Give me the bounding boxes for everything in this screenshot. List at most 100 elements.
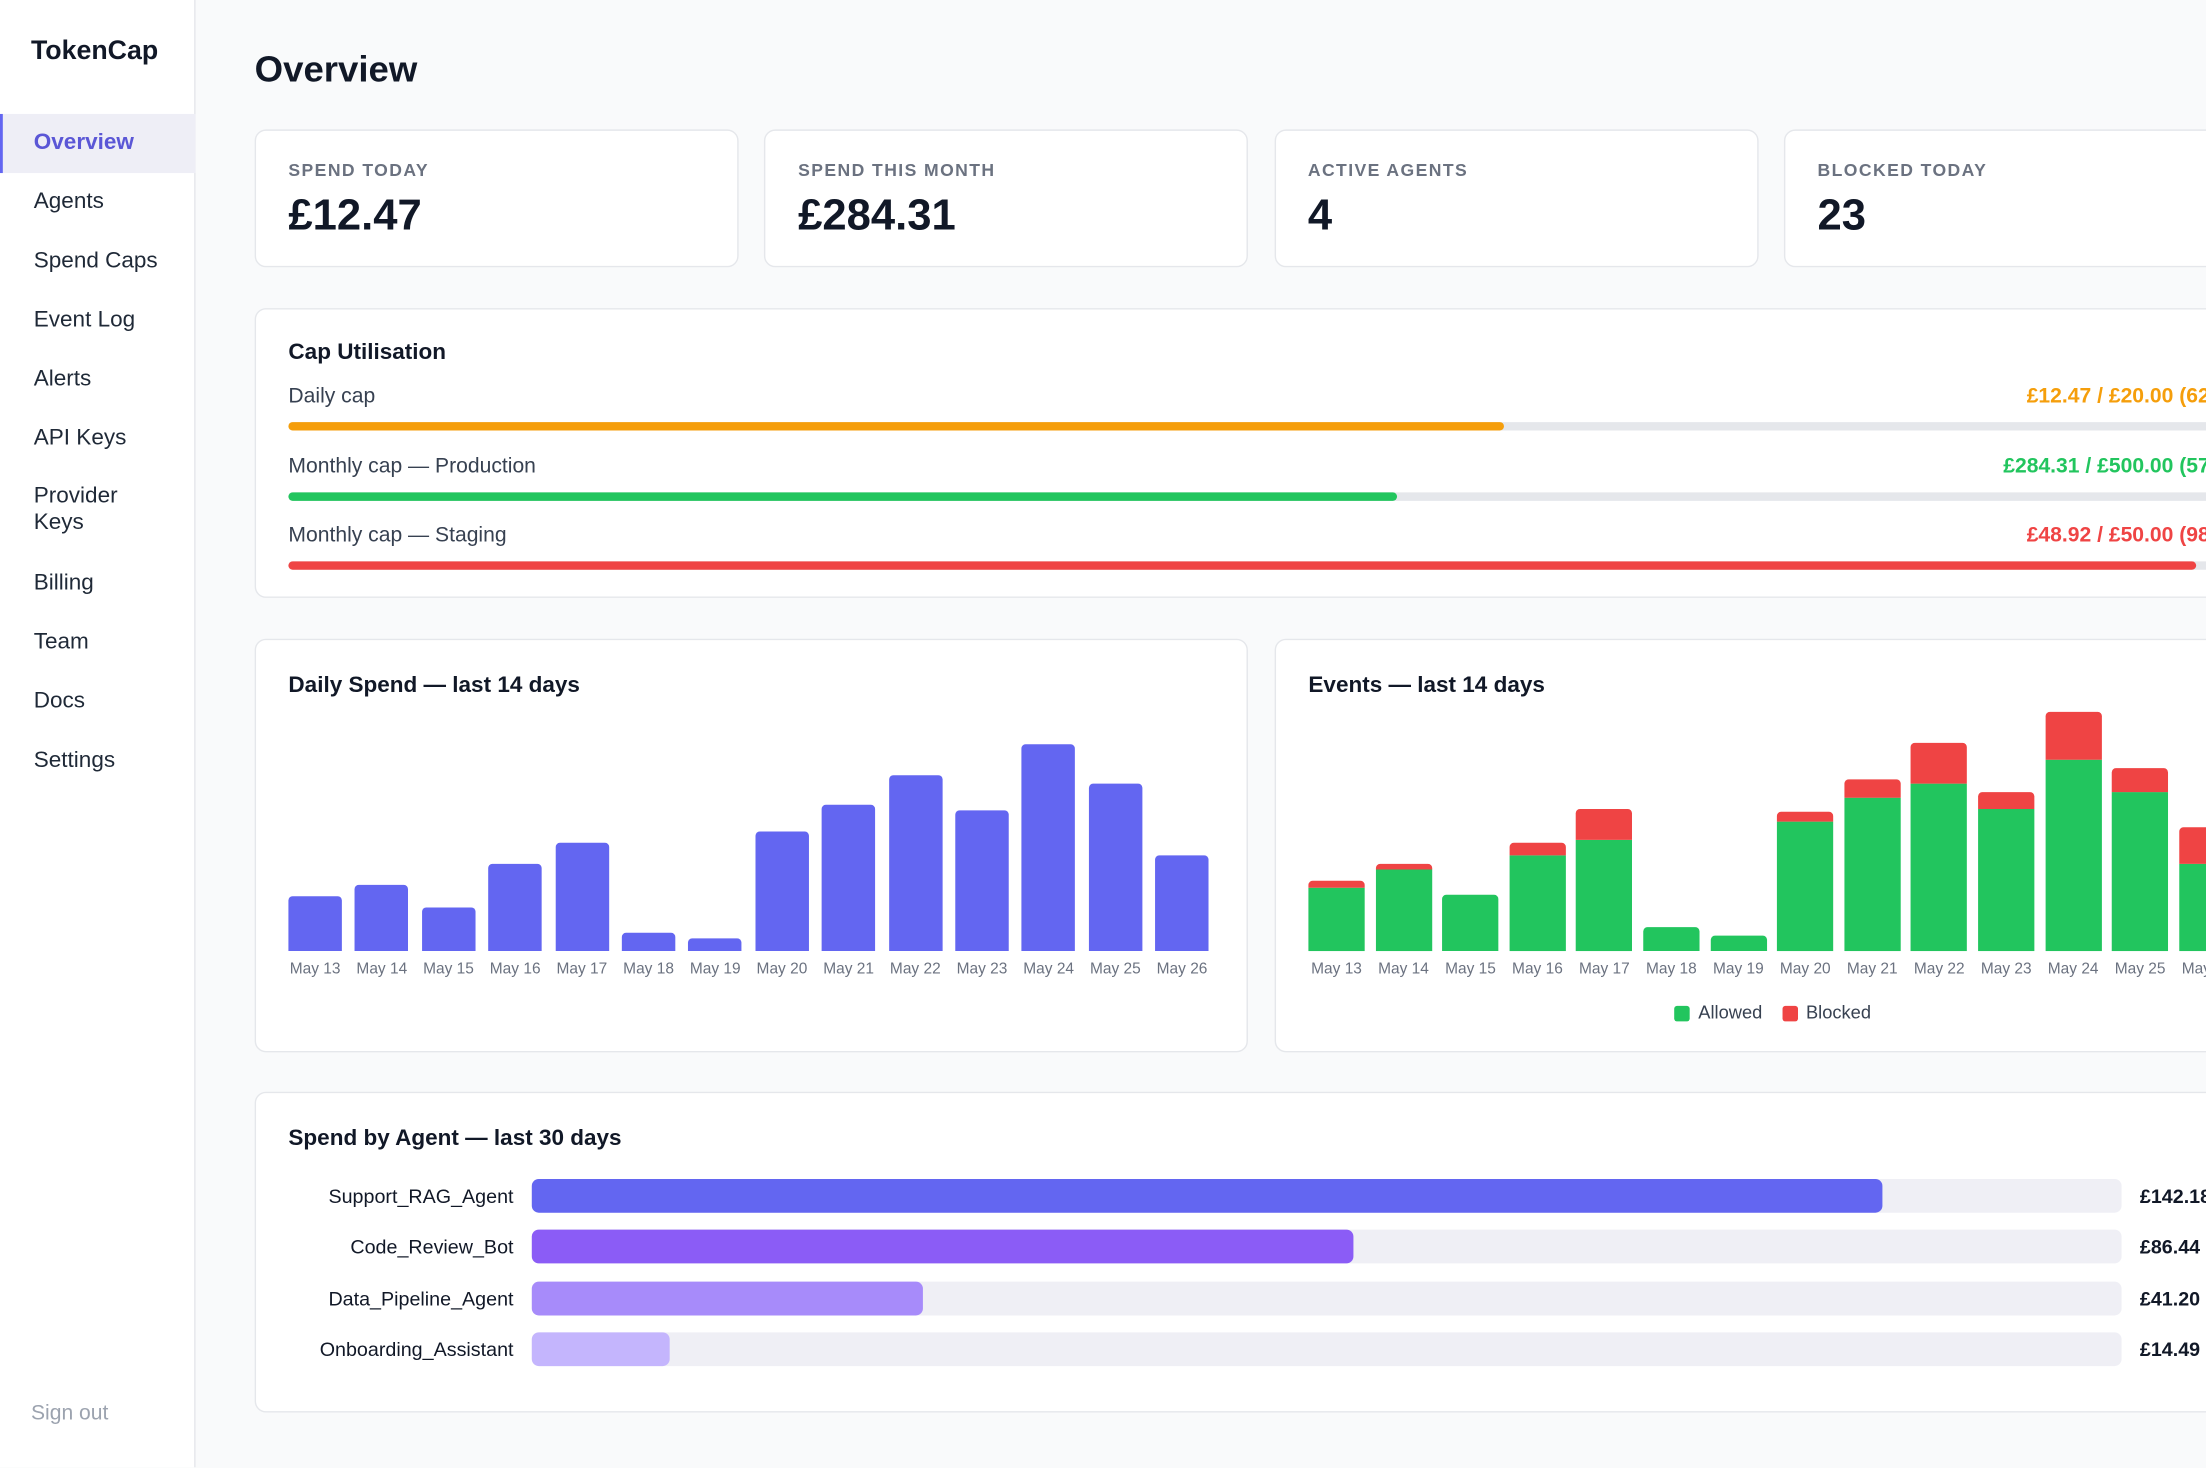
nav-item[interactable]: API Keys — [33, 426, 127, 451]
x-tick-label: May 24 — [1023, 961, 1075, 979]
stat-label: ACTIVE AGENTS — [1307, 159, 1469, 180]
agent-bar — [531, 1281, 924, 1316]
agent-bar — [531, 1332, 670, 1367]
x-tick-label: May 15 — [1445, 961, 1496, 979]
agent-value: £14.49 — [2139, 1337, 2201, 1360]
nav-item[interactable]: Overview — [33, 131, 134, 156]
stat-card: SPEND TODAY £12.47 — [254, 129, 739, 268]
bar-segment — [2045, 711, 2102, 760]
x-tick-label: May 23 — [1980, 961, 2032, 979]
bar — [421, 907, 476, 952]
cap-track — [288, 422, 2206, 431]
sidebar: TokenCap Overview Agents Spend Caps Event Lo… — [0, 0, 196, 1468]
x-tick-label: May 21 — [1846, 961, 1898, 979]
stat-value: £12.47 — [288, 190, 422, 240]
x-tick-label: May 22 — [1913, 961, 1965, 979]
cap-card: Cap Utilisation Daily cap £12.47 / £20.00 … — [254, 308, 2206, 598]
bar — [288, 896, 342, 952]
legend: Allowed Blocked — [1276, 1000, 2206, 1025]
bar-segment — [1777, 821, 1834, 952]
card-title: Spend by Agent — last 30 days — [288, 1127, 622, 1152]
agent-label: Data_Pipeline_Agent — [328, 1286, 514, 1310]
x-tick-label: May 25 — [2114, 961, 2166, 979]
agent-value: £86.44 — [2139, 1234, 2201, 1258]
bar-segment — [2045, 759, 2102, 952]
cap-label: Daily cap — [288, 384, 376, 408]
x-tick-label: May 14 — [356, 961, 408, 979]
nav-item[interactable]: Team — [33, 630, 89, 655]
nav-item[interactable]: Docs — [33, 689, 86, 714]
nav-item[interactable]: Alerts — [33, 367, 92, 392]
bar — [955, 810, 1009, 952]
legend-swatch — [1782, 1005, 1798, 1021]
legend-item: Blocked — [1782, 1002, 1871, 1024]
bar-segment — [1375, 869, 1432, 952]
brand: TokenCap — [30, 36, 159, 66]
legend-item: Allowed — [1674, 1002, 1762, 1024]
x-tick-label: May 15 — [423, 961, 474, 979]
agent-label: Onboarding_Assistant — [319, 1337, 514, 1360]
agent-bar — [531, 1229, 1353, 1264]
bar — [1021, 744, 1076, 952]
cap-fill — [288, 492, 1398, 501]
bar-segment — [2178, 863, 2206, 952]
legend-swatch — [1674, 1005, 1690, 1021]
sign-out[interactable]: Sign out — [30, 1401, 109, 1426]
bar-segment — [1844, 778, 1901, 798]
stat-value: £284.31 — [798, 190, 956, 240]
nav-active-bg — [0, 113, 196, 174]
x-tick-label: May 26 — [2181, 961, 2206, 979]
cap-track — [288, 561, 2206, 570]
bar — [755, 831, 809, 952]
cap-value: £12.47 / £20.00 (62%) — [2026, 384, 2206, 408]
bar-segment — [2112, 767, 2169, 792]
daily-spend-card: Daily Spend — last 14 days May 13 May 14 Ma… — [254, 638, 1248, 1053]
events-card: Events — last 14 days May 13 May 14 May 15 M… — [1274, 638, 2206, 1053]
stat-label: SPEND TODAY — [288, 159, 429, 180]
bar-segment — [1911, 742, 1968, 784]
card-title: Cap Utilisation — [288, 341, 447, 365]
legend-label: Allowed — [1698, 1001, 1763, 1024]
nav-item[interactable]: Billing — [33, 571, 94, 596]
bar-segment — [1576, 839, 1633, 952]
bar — [821, 804, 876, 952]
stat-label: SPEND THIS MONTH — [798, 159, 996, 180]
x-tick-label: May 23 — [956, 961, 1008, 979]
x-tick-label: May 18 — [1645, 961, 1697, 979]
x-tick-label: May 16 — [489, 961, 541, 979]
bar-segment — [1710, 935, 1767, 952]
bar-segment — [1777, 812, 1834, 822]
bar-segment — [1509, 855, 1566, 952]
bar-segment — [1978, 791, 2035, 810]
bar-segment — [1509, 842, 1566, 856]
agent-label: Support_RAG_Agent — [328, 1184, 514, 1207]
legend-label: Blocked — [1805, 1001, 1872, 1024]
agents-card: Spend by Agent — last 30 days Support_RAG… — [254, 1091, 2206, 1413]
stat-card: ACTIVE AGENTS 4 — [1274, 129, 1759, 268]
nav-item[interactable]: Provider Keys — [33, 483, 118, 535]
nav-item[interactable]: Settings — [33, 749, 116, 773]
agent-label: Code_Review_Bot — [350, 1234, 514, 1258]
bar — [888, 775, 943, 952]
nav-item[interactable]: Spend Caps — [33, 249, 158, 274]
x-tick-label: May 19 — [689, 961, 741, 979]
bar — [488, 863, 542, 952]
bar — [1155, 855, 1209, 952]
cap-value: £284.31 / £500.00 (57%) — [2003, 454, 2206, 479]
x-tick-label: May 13 — [289, 961, 341, 979]
stat-card: SPEND THIS MONTH £284.31 — [764, 129, 1249, 268]
card-title: Events — last 14 days — [1308, 674, 1545, 699]
nav-item[interactable]: Event Log — [33, 308, 136, 333]
bar — [1088, 783, 1143, 952]
bar — [355, 884, 409, 952]
x-tick-label: May 20 — [1779, 961, 1831, 979]
x-tick-label: May 19 — [1712, 961, 1764, 979]
x-tick-label: May 24 — [2047, 961, 2099, 979]
bar-segment — [1643, 927, 1700, 952]
nav-item[interactable]: Agents — [33, 190, 104, 215]
stat-value: 23 — [1817, 190, 1867, 240]
stat-value: 4 — [1307, 190, 1333, 240]
bar-segment — [2112, 791, 2169, 952]
stat-label: BLOCKED TODAY — [1817, 159, 1988, 180]
